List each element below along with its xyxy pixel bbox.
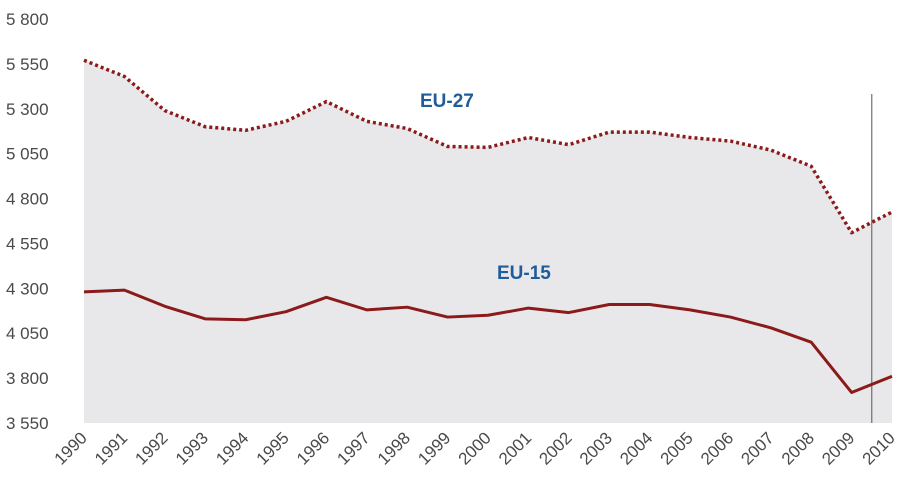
y-tick-label: 5 050 (6, 145, 49, 164)
x-tick-label: 1990 (51, 428, 91, 468)
y-tick-label: 4 300 (6, 279, 49, 298)
x-tick-label: 1992 (131, 428, 171, 468)
y-tick-label: 5 300 (6, 100, 49, 119)
y-tick-label: 3 550 (6, 414, 49, 433)
y-tick-label: 4 050 (6, 324, 49, 343)
area-fill (84, 60, 892, 423)
series-label-eu27: EU-27 (420, 91, 474, 112)
y-tick-label: 5 550 (6, 55, 49, 74)
x-tick-label: 1994 (212, 428, 252, 468)
y-axis-ticks: 3 550 3 800 4 050 4 300 4 550 4 800 5 050 5 300… (6, 10, 49, 433)
x-tick-label: 2008 (778, 428, 818, 468)
x-tick-label: 1991 (91, 428, 131, 468)
x-tick-label: 2000 (455, 428, 495, 468)
x-tick-label: 2004 (616, 428, 656, 468)
x-tick-label: 2001 (495, 428, 535, 468)
x-tick-label: 2003 (576, 428, 616, 468)
x-tick-label: 2002 (535, 428, 575, 468)
x-tick-label: 1998 (374, 428, 414, 468)
y-tick-label: 5 800 (6, 10, 49, 29)
x-axis-ticks: 1990 1991 1992 1993 1994 1995 1996 1997 1998 1999… (51, 428, 899, 468)
area-layer (84, 60, 892, 423)
x-tick-label: 1995 (253, 428, 293, 468)
series-lines (83, 58, 893, 394)
x-tick-label: 1993 (172, 428, 212, 468)
y-tick-label: 3 800 (6, 369, 49, 388)
x-tick-label: 2007 (737, 428, 777, 468)
x-tick-label: 2009 (818, 428, 858, 468)
x-tick-label: 2005 (657, 428, 697, 468)
series-label-eu15: EU-15 (497, 263, 551, 284)
x-tick-label: 2006 (697, 428, 737, 468)
x-tick-label: 1996 (293, 428, 333, 468)
y-tick-label: 4 550 (6, 234, 49, 253)
y-tick-label: 4 800 (6, 190, 49, 209)
x-tick-label: 2010 (859, 428, 899, 468)
x-tick-label: 1997 (333, 428, 373, 468)
x-tick-label: 1999 (414, 428, 454, 468)
